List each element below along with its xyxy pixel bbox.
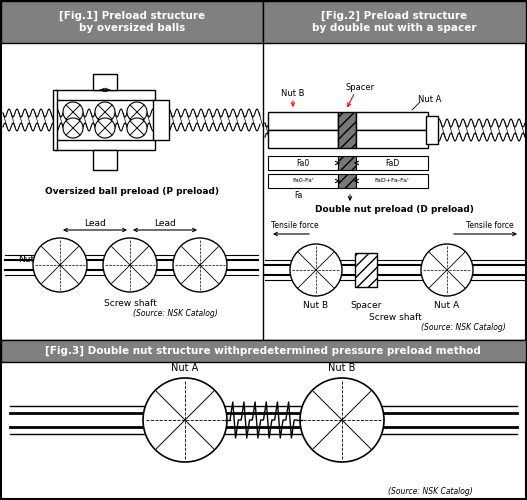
- Text: Lead: Lead: [84, 218, 106, 228]
- Bar: [268, 112, 338, 130]
- Text: Double nut preload (D preload): Double nut preload (D preload): [315, 206, 473, 214]
- Text: Lead: Lead: [154, 218, 176, 228]
- Text: Spacer: Spacer: [350, 302, 382, 310]
- Text: Nut A: Nut A: [171, 363, 199, 373]
- Bar: [53, 90, 57, 150]
- Bar: [356, 174, 428, 188]
- Text: Fa0: Fa0: [296, 158, 310, 168]
- Bar: [355, 253, 377, 287]
- Circle shape: [63, 118, 83, 138]
- Bar: [55, 90, 155, 100]
- Bar: [93, 74, 117, 90]
- Bar: [1, 340, 526, 362]
- Bar: [55, 140, 155, 150]
- Text: Nut B: Nut B: [304, 302, 328, 310]
- Text: Oversized ball preload (P preload): Oversized ball preload (P preload): [45, 188, 219, 196]
- Text: Tensile force: Tensile force: [466, 222, 514, 230]
- Circle shape: [63, 102, 83, 122]
- Text: (Source: NSK Catalog): (Source: NSK Catalog): [133, 310, 217, 318]
- Bar: [93, 150, 117, 170]
- Text: [Fig.2] Preload structure
by double nut with a spacer: [Fig.2] Preload structure by double nut …: [312, 11, 476, 33]
- Bar: [356, 112, 428, 130]
- Circle shape: [127, 118, 147, 138]
- Text: (Source: NSK Catalog): (Source: NSK Catalog): [421, 324, 505, 332]
- Text: Nut B: Nut B: [281, 90, 305, 98]
- Bar: [268, 174, 338, 188]
- Text: FaD+Fa-Fa': FaD+Fa-Fa': [375, 178, 409, 184]
- Circle shape: [421, 244, 473, 296]
- Circle shape: [103, 238, 157, 292]
- Bar: [356, 156, 428, 170]
- Text: Screw shaft: Screw shaft: [368, 314, 422, 322]
- Bar: [426, 116, 438, 144]
- Bar: [263, 1, 526, 43]
- Circle shape: [95, 102, 115, 122]
- Text: Tensile force: Tensile force: [271, 222, 319, 230]
- Circle shape: [33, 238, 87, 292]
- Text: Nut A: Nut A: [418, 96, 442, 104]
- Text: [Fig.1] Preload structure
by oversized balls: [Fig.1] Preload structure by oversized b…: [59, 11, 205, 33]
- Text: [Fig.3] Double nut structure withpredetermined pressure preload method: [Fig.3] Double nut structure withpredete…: [45, 346, 481, 356]
- Text: FaD: FaD: [385, 158, 399, 168]
- Text: Screw shaft: Screw shaft: [104, 300, 157, 308]
- Bar: [268, 156, 338, 170]
- Text: Nut A: Nut A: [434, 302, 460, 310]
- Circle shape: [127, 102, 147, 122]
- Circle shape: [290, 244, 342, 296]
- Bar: [268, 130, 338, 148]
- Circle shape: [173, 238, 227, 292]
- Bar: [338, 174, 356, 188]
- Text: Fa: Fa: [294, 192, 302, 200]
- Bar: [153, 100, 169, 140]
- Text: (Source: NSK Catalog): (Source: NSK Catalog): [388, 488, 472, 496]
- Circle shape: [95, 118, 115, 138]
- Bar: [356, 130, 428, 148]
- Text: Nut B: Nut B: [328, 363, 356, 373]
- Text: Fa0-Fa': Fa0-Fa': [292, 178, 314, 184]
- Circle shape: [300, 378, 384, 462]
- Text: Spacer: Spacer: [345, 82, 375, 92]
- Bar: [338, 156, 356, 170]
- Bar: [338, 112, 356, 148]
- Text: Nut: Nut: [18, 256, 34, 264]
- Circle shape: [143, 378, 227, 462]
- Bar: [1, 1, 263, 43]
